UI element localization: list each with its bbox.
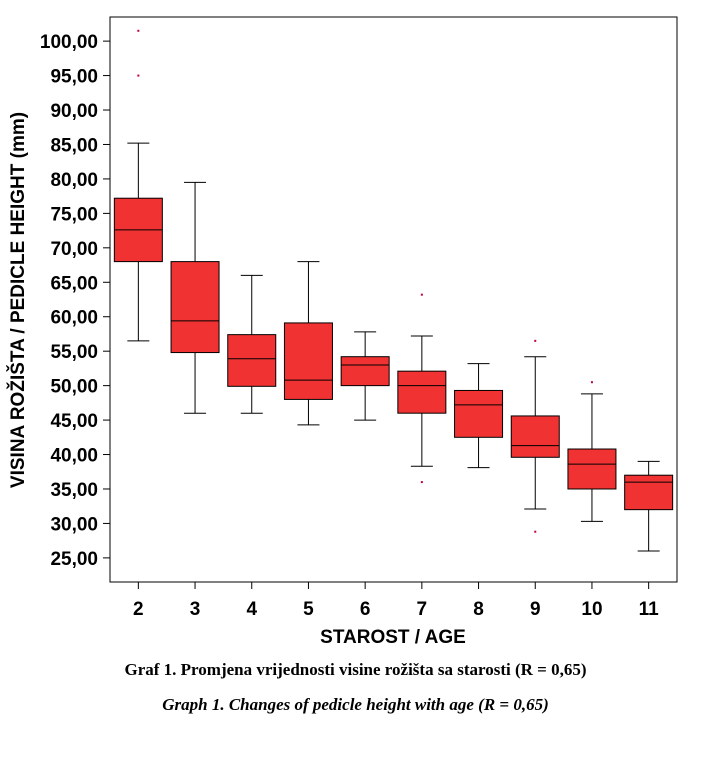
y-tick-label: 85,00 (50, 135, 98, 156)
y-tick-label: 55,00 (50, 342, 98, 363)
y-tick-label: 95,00 (50, 67, 98, 88)
y-tick-label: 80,00 (50, 170, 98, 191)
y-tick-label: 25,00 (50, 549, 98, 570)
iqr-box (397, 370, 447, 414)
iqr-box (283, 322, 333, 400)
box-group-age-8 (454, 363, 504, 469)
outlier-point (534, 339, 537, 342)
x-tick-label: 9 (530, 599, 541, 620)
box-group-age-10 (567, 381, 617, 522)
caption-croatian: Graf 1. Promjena vrijednosti visine roži… (124, 660, 587, 679)
caption-english: Graph 1. Changes of pedicle height with … (162, 695, 549, 714)
y-tick-label: 45,00 (50, 411, 98, 432)
x-tick-label: 7 (417, 599, 428, 620)
iqr-box (567, 448, 617, 490)
box-group-age-11 (624, 460, 674, 552)
box-group-age-7 (397, 293, 447, 484)
x-tick-label: 6 (360, 599, 371, 620)
x-tick-label: 10 (581, 599, 602, 620)
x-axis: 2 3 4 5 6 7 8 9 10 11 (133, 582, 659, 620)
y-tick-label: 100,00 (40, 32, 98, 53)
box-group-age-5 (283, 261, 333, 426)
box-group-age-6 (340, 331, 390, 421)
x-tick-label: 8 (473, 599, 484, 620)
iqr-box (624, 474, 674, 511)
x-tick-label: 3 (190, 599, 201, 620)
y-tick-label: 75,00 (50, 204, 98, 225)
outlier-point (420, 481, 423, 484)
box-group-age-4 (227, 274, 277, 414)
y-axis: 25,00 30,00 35,00 40,00 45,00 50,00 55,00 60,00… (40, 32, 110, 570)
x-tick-label: 4 (246, 599, 257, 620)
box-group-age-9 (510, 339, 560, 533)
y-tick-label: 90,00 (50, 101, 98, 122)
iqr-box (340, 356, 390, 387)
y-tick-label: 60,00 (50, 308, 98, 329)
outlier-point (420, 293, 423, 296)
iqr-box (510, 415, 560, 458)
box-group-age-2 (113, 29, 163, 342)
outlier-point (534, 530, 537, 533)
outlier-point (137, 74, 140, 77)
y-tick-label: 65,00 (50, 273, 98, 294)
x-tick-label: 5 (303, 599, 314, 620)
outlier-point (137, 29, 140, 32)
y-tick-label: 70,00 (50, 239, 98, 260)
y-tick-label: 35,00 (50, 480, 98, 501)
y-tick-label: 40,00 (50, 446, 98, 467)
x-tick-label: 11 (639, 599, 660, 620)
iqr-box (170, 261, 220, 354)
iqr-box (454, 389, 504, 438)
y-tick-label: 30,00 (50, 514, 98, 535)
iqr-box (227, 334, 277, 387)
x-axis-title: STAROST / AGE (320, 627, 466, 648)
x-tick-label: 2 (133, 599, 144, 620)
box-series (113, 29, 674, 552)
box-plot-chart: 25,00 30,00 35,00 40,00 45,00 50,00 55,00 60,00… (7, 16, 678, 648)
y-tick-label: 50,00 (50, 377, 98, 398)
box-group-age-3 (170, 181, 220, 414)
outlier-point (590, 381, 593, 384)
y-axis-title: VISINA ROŽIŠTA / PEDICLE HEIGHT (mm) (7, 112, 29, 488)
